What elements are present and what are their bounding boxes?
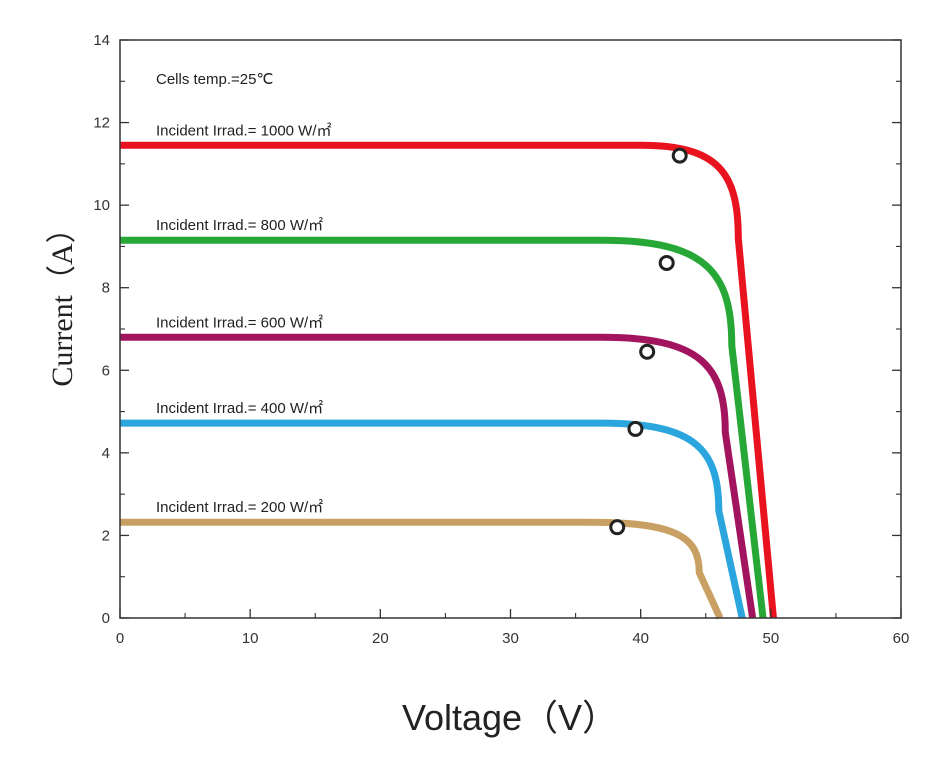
y-tick-label: 14 [93, 32, 110, 49]
series-label-2: Incident Irrad.= 800 W/㎡ [156, 217, 323, 234]
y-tick-label: 0 [102, 610, 110, 627]
y-tick-label: 10 [93, 197, 110, 214]
mpp-point-1 [671, 147, 688, 164]
series-label-1: Incident Irrad.= 1000 W/㎡ [156, 122, 332, 139]
series-label-5: Incident Irrad.= 200 W/㎡ [156, 499, 323, 516]
cells-temp-annotation: Cells temp.=25℃ [156, 71, 273, 88]
x-tick-label: 30 [502, 630, 519, 647]
x-tick-label: 40 [632, 630, 649, 647]
mpp-point-3 [639, 343, 656, 360]
y-tick-label: 8 [102, 280, 110, 297]
y-tick-label: 4 [102, 445, 110, 462]
x-tick-label: 0 [116, 630, 124, 647]
mpp-point-5 [609, 519, 626, 536]
mpp-point-layer [609, 147, 688, 536]
x-tick-label: 20 [372, 630, 389, 647]
y-tick-label: 6 [102, 362, 110, 379]
series-label-3: Incident Irrad.= 600 W/㎡ [156, 314, 323, 331]
iv-curve-series-3 [120, 333, 757, 619]
tick-layer [119, 39, 902, 619]
y-tick-label: 12 [93, 115, 110, 132]
curve-layer [120, 141, 777, 620]
x-axis-label: Voltage（V） [402, 697, 618, 738]
mpp-point-2 [658, 254, 675, 271]
iv-curve-series-2 [120, 236, 767, 619]
label-layer: 0 10 20 30 40 50 60 0 2 4 6 8 10 12 14 [93, 32, 909, 647]
x-tick-label: 60 [893, 630, 910, 647]
x-tick-label: 50 [762, 630, 779, 647]
iv-curve-series-5 [120, 518, 724, 620]
y-axis-label: Current（A） [46, 213, 79, 386]
x-tick-label: 10 [242, 630, 259, 647]
series-label-layer: Incident Irrad.= 1000 W/㎡ Incident Irrad.… [156, 122, 332, 516]
series-label-4: Incident Irrad.= 400 W/㎡ [156, 400, 323, 417]
iv-curve-series-1 [120, 141, 777, 619]
iv-curve-series-4 [120, 419, 746, 619]
y-tick-label: 2 [102, 527, 110, 544]
mpp-point-4 [627, 420, 644, 437]
